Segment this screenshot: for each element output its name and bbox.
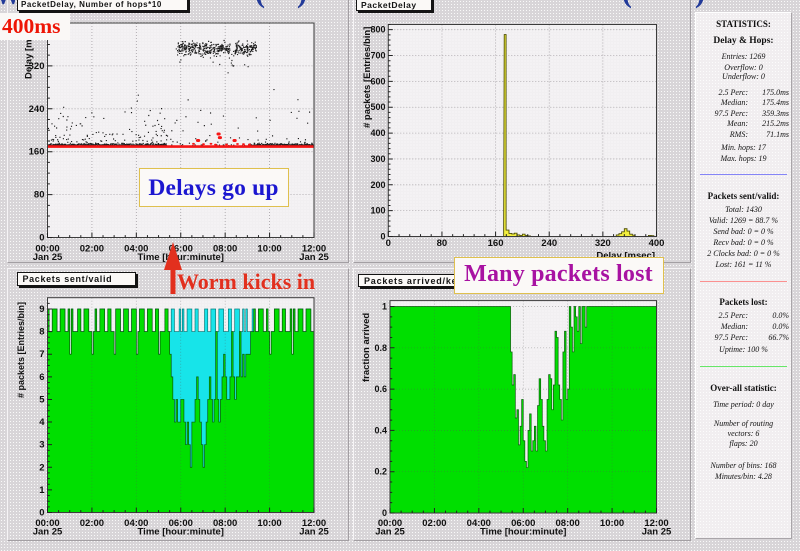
svg-text:240: 240 [541,238,557,249]
svg-text:0.6: 0.6 [374,384,387,394]
svg-text:Time [hour:minute]: Time [hour:minute] [138,252,224,262]
svg-text:04:00: 04:00 [124,518,148,529]
svg-text:04:00: 04:00 [124,244,148,255]
svg-text:# packets [Entries/bin]: # packets [Entries/bin] [16,302,26,398]
svg-text:00:00: 00:00 [35,244,59,255]
svg-text:Jan 25: Jan 25 [33,527,63,538]
svg-text:320: 320 [595,238,611,249]
svg-text:700: 700 [370,51,385,61]
svg-text:Jan 25: Jan 25 [642,527,672,538]
svg-text:160: 160 [29,147,45,158]
svg-text:Jan 25: Jan 25 [299,527,329,538]
svg-text:02:00: 02:00 [80,518,104,529]
svg-text:08:00: 08:00 [213,518,237,529]
svg-text:300: 300 [370,154,385,164]
svg-text:1: 1 [382,302,387,312]
svg-text:Jan 25: Jan 25 [33,252,63,262]
svg-text:12:00: 12:00 [302,518,326,529]
svg-text:0.8: 0.8 [374,343,387,353]
svg-text:400: 400 [649,238,665,249]
svg-text:1: 1 [39,485,45,496]
svg-text:06:00: 06:00 [511,518,535,529]
svg-text:04:00: 04:00 [467,518,491,529]
svg-text:0: 0 [386,238,391,249]
svg-text:0.2: 0.2 [374,467,387,477]
svg-text:12:00: 12:00 [302,244,326,255]
svg-text:9: 9 [39,304,44,315]
svg-text:6: 6 [39,372,44,383]
svg-text:02:00: 02:00 [80,244,104,255]
svg-text:7: 7 [39,349,44,360]
svg-text:06:00: 06:00 [169,518,193,529]
svg-text:400: 400 [370,128,385,138]
svg-text:08:00: 08:00 [213,244,237,255]
svg-text:500: 500 [370,102,385,112]
svg-text:10:00: 10:00 [257,244,281,255]
svg-text:Delay [msec]: Delay [msec] [596,251,655,262]
svg-text:100: 100 [370,206,385,216]
svg-text:600: 600 [370,76,385,86]
svg-text:08:00: 08:00 [556,518,580,529]
svg-text:3: 3 [39,440,44,451]
svg-text:02:00: 02:00 [422,518,446,529]
svg-text:Time [hour:minute]: Time [hour:minute] [480,527,566,538]
svg-text:0: 0 [380,232,385,242]
svg-text:# packets [Entries/bin]: # packets [Entries/bin] [362,27,373,128]
svg-text:5: 5 [39,394,45,405]
svg-text:Jan 25: Jan 25 [299,252,329,262]
svg-text:fraction arrived: fraction arrived [361,313,372,382]
svg-text:10:00: 10:00 [600,518,624,529]
svg-text:200: 200 [370,180,385,190]
svg-text:00:00: 00:00 [35,518,59,529]
svg-text:2: 2 [39,462,44,473]
svg-text:10:00: 10:00 [257,518,281,529]
svg-text:Delay [ms]: Delay [ms] [24,31,35,79]
svg-text:800: 800 [370,25,385,35]
svg-text:4: 4 [39,417,45,428]
svg-text:0: 0 [39,508,44,519]
svg-text:320: 320 [29,61,45,72]
svg-text:06:00: 06:00 [169,244,193,255]
svg-text:12:00: 12:00 [644,518,668,529]
svg-text:Time [hour:minute]: Time [hour:minute] [138,527,224,538]
svg-text:0.4: 0.4 [374,425,387,435]
svg-text:0: 0 [39,233,44,244]
svg-text:Jan 25: Jan 25 [375,527,405,538]
svg-text:80: 80 [34,190,45,201]
svg-text:240: 240 [29,104,45,115]
svg-text:0: 0 [382,508,387,518]
svg-text:80: 80 [437,238,448,249]
svg-text:00:00: 00:00 [378,518,402,529]
svg-text:160: 160 [488,238,504,249]
svg-text:8: 8 [39,327,44,338]
